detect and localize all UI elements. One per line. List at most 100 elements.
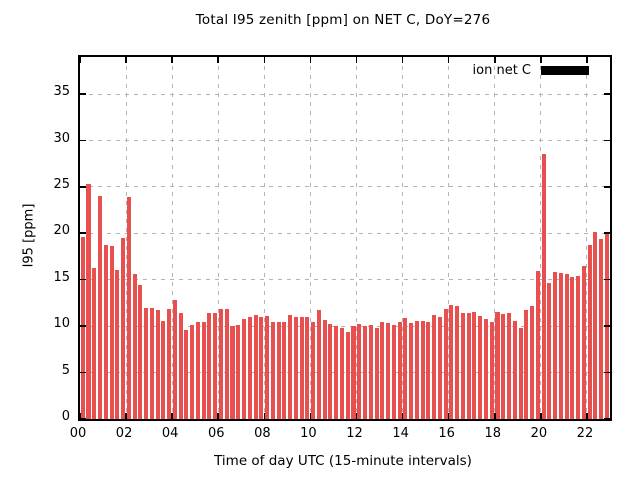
bar-02:00 [126,197,131,419]
x-tick-mark [309,57,312,63]
bar-04:00 [172,300,177,419]
bar-00:45 [97,196,103,419]
bar-17:15 [478,315,483,419]
y-tick-mark [80,418,86,419]
bar-15:00 [426,322,431,419]
bar-07:15 [247,316,252,419]
x-tick-mark [401,413,404,419]
x-tick-label: 00 [69,426,87,441]
bar-17:00 [472,312,477,419]
y-tick-mark [80,232,86,234]
bar-07:45 [259,316,264,419]
bar-09:45 [305,316,310,419]
chart-title: Total I95 zenith [ppm] on NET C, DoY=276 [195,12,491,28]
y-tick-mark [604,325,610,327]
x-tick-mark [80,413,81,419]
bar-04:15 [178,313,183,419]
y-tick-label: 10 [53,316,70,332]
bar-15:15 [432,315,437,419]
bar-13:45 [397,322,402,419]
bar-06:45 [236,325,241,419]
bar-08:30 [276,322,281,419]
x-tick-mark [493,57,496,63]
bar-01:45 [121,238,126,419]
bar-10:30 [322,319,327,419]
bar-22:00 [587,245,592,419]
x-tick-mark [80,57,81,63]
bar-16:45 [466,313,471,419]
x-tick-label: 20 [530,426,548,441]
bar-06:30 [230,326,235,419]
x-tick-mark [171,57,173,63]
y-tick-mark [604,185,610,188]
x-gridline [494,57,496,419]
bar-18:00 [495,312,500,419]
x-tick-label: 14 [392,426,409,441]
y-tick-label: 5 [61,362,70,378]
bar-14:45 [420,320,425,419]
y-tick-mark [604,139,610,142]
bar-14:00 [403,317,408,419]
bars-layer [80,57,610,419]
bar-20:15 [547,282,552,419]
legend-swatch [541,65,589,75]
x-gridline [171,57,173,419]
bar-22:30 [599,238,604,419]
bar-16:15 [455,305,460,419]
x-tick-mark [309,413,312,419]
bar-11:15 [339,328,344,419]
x-tick-label: 02 [115,426,133,441]
x-tick-mark [540,57,542,63]
y-gridline [80,186,610,188]
x-tick-mark [401,57,404,63]
bar-07:00 [242,318,247,419]
plot-area: ion net C [78,55,612,421]
legend: ion net C [473,63,589,78]
y-tick-mark [604,371,610,374]
bar-17:30 [483,318,488,419]
bar-21:45 [581,265,586,419]
y-gridline [80,279,610,281]
x-tick-label: 10 [300,426,317,441]
bar-08:15 [270,321,275,419]
y-gridline [80,140,610,142]
x-gridline [263,57,265,419]
bar-19:30 [530,305,535,419]
bar-09:15 [293,316,298,419]
x-tick-label: 04 [161,426,179,441]
y-tick-mark [80,325,86,327]
y-tick-mark [604,232,610,234]
y-tick-mark [80,139,86,142]
bar-14:30 [414,320,419,419]
x-axis-label: Time of day UTC (15-minute intervals) [214,453,472,469]
bar-09:00 [288,315,293,419]
x-gridline [540,57,542,419]
bar-03:15 [155,310,160,419]
y-tick-label: 35 [53,84,70,100]
bar-20:00 [541,154,546,419]
x-tick-mark [355,413,358,419]
x-tick-mark [540,413,542,419]
bar-12:00 [357,324,362,419]
bar-08:45 [282,321,287,419]
bar-12:15 [362,326,368,419]
bar-13:15 [386,323,391,419]
x-tick-mark [263,413,266,419]
bar-15:45 [443,308,448,419]
bar-22:15 [593,231,598,419]
bar-18:30 [507,313,512,419]
bar-11:00 [334,326,339,419]
bar-21:00 [564,274,569,419]
bar-10:00 [311,321,316,419]
x-tick-label: 12 [346,426,363,441]
bar-21:30 [576,276,581,419]
bar-10:45 [328,324,333,419]
bar-12:30 [368,325,373,419]
bar-10:15 [316,310,321,419]
bar-11:30 [345,331,350,419]
bar-17:45 [489,321,494,419]
y-gridline [80,232,610,234]
y-tick-label: 0 [61,409,70,424]
bar-05:15 [201,321,206,419]
